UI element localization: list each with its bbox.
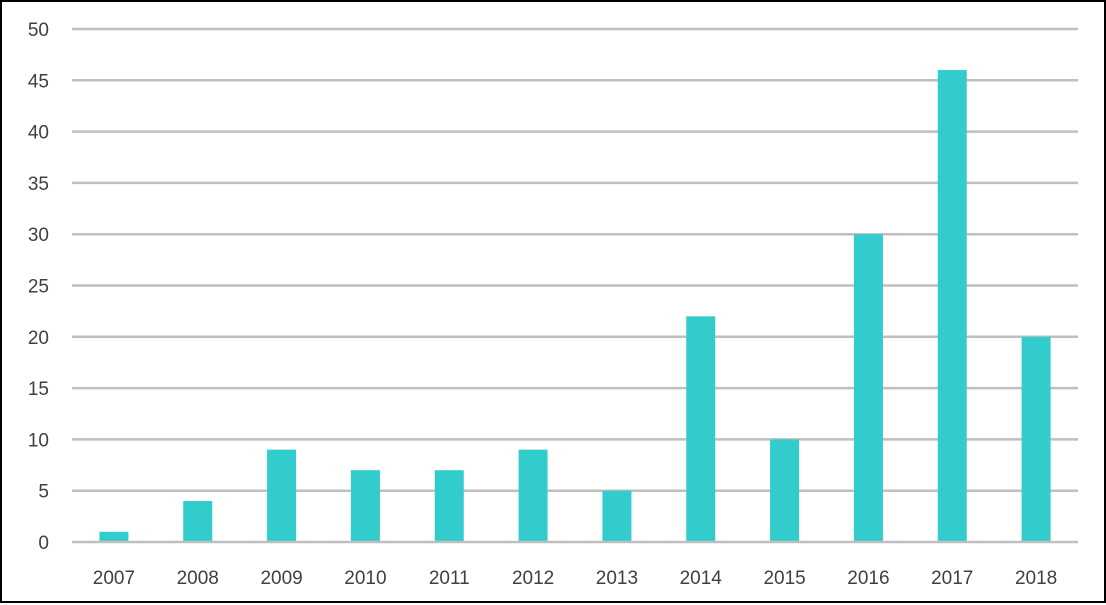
y-tick-label: 50: [28, 20, 49, 41]
bar-2011: [434, 470, 464, 542]
bar-2014: [686, 316, 716, 542]
y-tick-label: 35: [28, 174, 49, 195]
y-tick-label: 40: [28, 123, 49, 144]
x-tick-label: 2011: [429, 568, 470, 589]
y-tick-label: 10: [28, 430, 49, 451]
bar-2016: [853, 234, 883, 542]
x-tick-label: 2008: [177, 568, 219, 589]
y-tick-label: 25: [28, 277, 49, 298]
bar-2009: [267, 449, 297, 542]
y-tick-label: 20: [28, 328, 49, 349]
y-tick-label: 15: [28, 379, 49, 400]
y-tick-labels: 0 5 10 15 20 25 30 35 40 45 50: [28, 20, 49, 554]
x-tick-label: 2013: [596, 568, 638, 589]
bar-2013: [602, 490, 632, 542]
x-tick-label: 2016: [847, 568, 889, 589]
bar-2008: [183, 500, 213, 542]
x-tick-label: 2009: [260, 568, 302, 589]
bar-2012: [518, 449, 548, 542]
x-tick-label: 2014: [680, 568, 723, 589]
y-tick-label: 30: [28, 225, 49, 246]
x-tick-labels: 2007 2008 2009 2010 2011 2012 2013 2014 2015 2016…: [93, 568, 1057, 589]
x-tick-label: 2007: [93, 568, 135, 589]
bar-2010: [350, 470, 380, 542]
bar-2018: [1021, 336, 1051, 542]
x-tick-label: 2015: [763, 568, 805, 589]
x-tick-label: 2017: [931, 568, 973, 589]
x-tick-label: 2018: [1015, 568, 1057, 589]
bars: [99, 70, 1051, 542]
y-tick-label: 45: [28, 71, 49, 92]
x-tick-label: 2012: [512, 568, 554, 589]
bar-2017: [937, 70, 967, 542]
x-tick-label: 2010: [344, 568, 386, 589]
y-tick-label: 0: [38, 533, 49, 554]
bar-2007: [99, 531, 129, 542]
gridlines: [72, 27, 1078, 492]
bar-2015: [770, 439, 800, 542]
y-tick-label: 5: [38, 482, 49, 503]
